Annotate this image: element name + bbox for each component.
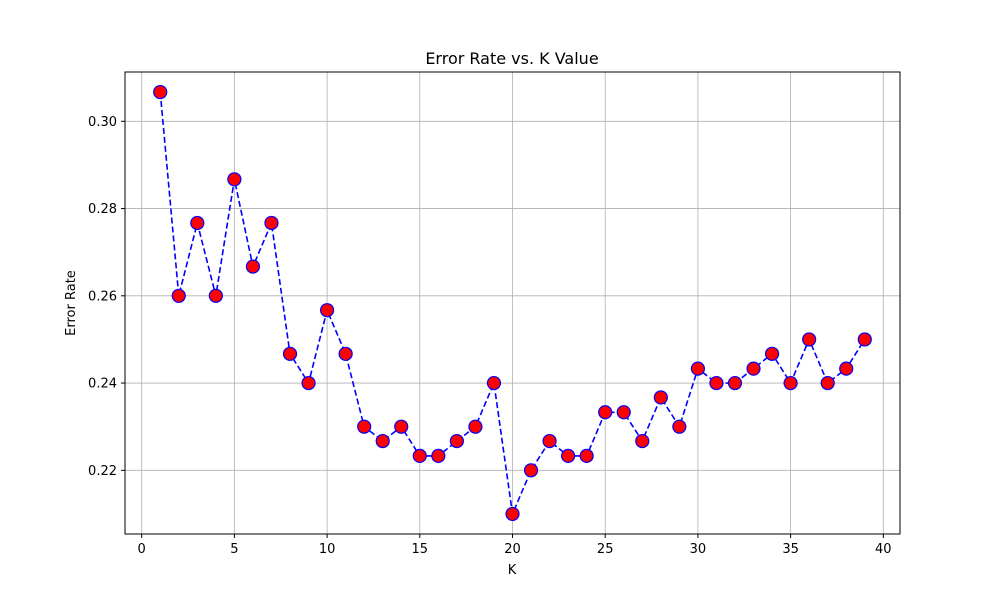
data-point [449, 433, 464, 449]
data-point [727, 375, 743, 391]
data-point [616, 405, 631, 420]
x-tick-label: 20 [504, 542, 521, 557]
data-point [319, 303, 335, 318]
x-tick-label: 10 [319, 542, 336, 557]
grid-lines [125, 72, 900, 534]
x-tick-label: 35 [782, 542, 799, 557]
data-point [505, 506, 520, 522]
data-point [746, 361, 761, 376]
axes: 0 5 10 15 20 25 30 35 40 0.22 0.24 0.26 0.28 0.30 [88, 115, 892, 557]
data-point [802, 332, 817, 347]
data-point [282, 346, 298, 361]
data-point [839, 361, 854, 376]
data-point [227, 172, 242, 187]
data-point [635, 433, 650, 449]
y-tick-label: 0.28 [88, 202, 117, 217]
plot-frame [124, 71, 901, 535]
data-point [375, 433, 390, 449]
y-axis-label: Error Rate [64, 270, 79, 336]
data-point [783, 375, 798, 391]
data-point [857, 332, 872, 347]
data-point [820, 375, 835, 391]
data-point [523, 463, 539, 478]
data-point [171, 288, 186, 303]
x-tick-label: 40 [875, 542, 892, 557]
data-point [561, 448, 576, 464]
data-series [153, 84, 872, 522]
data-point [468, 419, 483, 434]
data-point [598, 405, 613, 420]
data-point [338, 346, 353, 361]
data-point [208, 288, 223, 303]
x-axis-label: K [508, 563, 517, 578]
y-tick-label: 0.22 [88, 464, 117, 479]
data-point [301, 375, 316, 391]
x-tick-label: 25 [597, 542, 614, 557]
data-point [486, 375, 502, 391]
data-point [357, 419, 372, 434]
data-point [264, 215, 279, 231]
y-tick-label: 0.26 [88, 289, 117, 304]
y-tick-label: 0.30 [88, 115, 117, 130]
data-point [431, 448, 446, 464]
data-point [764, 346, 780, 361]
data-point [412, 448, 427, 464]
data-point [153, 84, 168, 100]
x-tick-label: 30 [690, 542, 707, 557]
data-point [542, 433, 557, 449]
data-point [190, 215, 205, 231]
data-point [672, 419, 687, 434]
x-tick-label: 0 [138, 542, 146, 557]
chart-title: Error Rate vs. K Value [425, 49, 598, 68]
data-point [579, 448, 594, 464]
data-point [245, 259, 261, 274]
data-point [394, 419, 409, 434]
y-tick-label: 0.24 [88, 377, 117, 392]
x-tick-label: 15 [412, 542, 429, 557]
data-point [709, 375, 724, 391]
data-point [653, 390, 668, 405]
x-tick-label: 5 [230, 542, 238, 557]
data-point [690, 361, 706, 376]
